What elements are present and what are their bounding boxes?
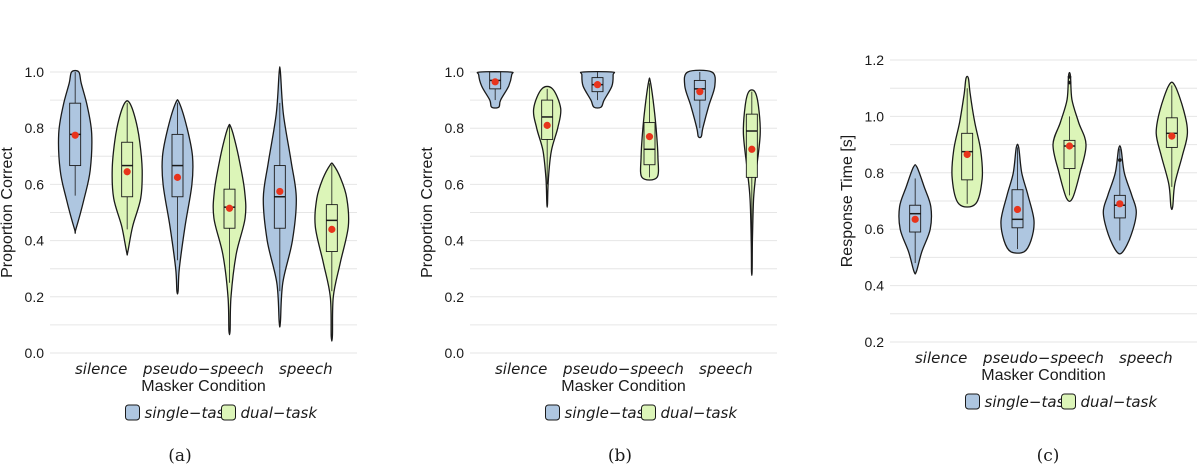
mean-point [225,204,234,212]
y-tick-label: 0.0 [25,345,45,361]
y-tick-label: 1.0 [445,64,465,80]
legend-label: dual−task [661,404,739,422]
y-axis-label: Response Time [s] [839,135,856,268]
x-tick-label: pseudo−speech [982,349,1104,367]
mean-point [328,225,336,233]
legend-label: dual−task [241,404,319,422]
mean-point [1116,200,1124,208]
y-tick-label: 0.8 [865,165,885,181]
iqr-box [643,122,656,166]
x-tick-label: silence [495,360,547,378]
x-tick-label: speech [1119,349,1173,367]
mean-point [748,145,756,153]
mean-point [696,88,704,96]
legend-swatch [1061,393,1076,410]
mean-point [911,215,919,223]
legend-swatch [965,393,980,410]
mean-point [543,121,551,129]
panel-caption: (b) [608,446,632,466]
y-tick-label: 0.8 [25,120,45,136]
x-tick-label: pseudo−speech [142,360,264,378]
legend-label: dual−task [1081,393,1159,411]
x-tick-label: pseudo−speech [562,360,684,378]
x-axis-label: Masker Condition [141,378,266,395]
x-tick-label: silence [75,360,127,378]
y-tick-label: 1.2 [865,52,885,68]
mean-point [645,133,654,141]
mean-point [1065,142,1074,150]
x-tick-label: speech [279,360,333,378]
outlier-point [1118,158,1122,162]
iqr-box [1063,139,1076,170]
y-tick-label: 0.4 [25,233,45,249]
y-tick-label: 0.2 [865,334,885,350]
x-tick-label: speech [699,360,753,378]
y-tick-label: 0.4 [865,278,885,294]
y-tick-label: 0.4 [445,233,465,249]
y-tick-label: 0.2 [25,289,45,305]
panel-caption: (a) [168,446,191,466]
mean-point [593,81,602,89]
y-tick-label: 1.0 [25,64,45,80]
x-tick-label: silence [915,349,967,367]
y-tick-label: 0.2 [445,289,465,305]
legend-label: single−task [145,404,235,422]
y-axis-label: Proportion Correct [0,147,16,278]
chart-panel-1: 0.0 0.2 0.4 0.6 0.8 1.0 Proportion Correct sile… [0,64,357,466]
y-tick-label: 0.6 [445,176,465,192]
x-axis-label: Masker Condition [981,367,1106,384]
mean-point [71,131,79,139]
panel-caption: (c) [1037,446,1060,466]
legend-label: single−task [565,404,655,422]
x-axis-label: Masker Condition [561,378,686,395]
y-tick-label: 1.0 [865,108,885,124]
y-tick-label: 0.8 [445,120,465,136]
legend-swatch [125,404,140,421]
mean-point [123,168,131,176]
mean-point [963,150,971,159]
y-tick-label: 0.6 [865,221,885,237]
mean-point [1013,205,1022,214]
mean-point [491,78,499,86]
legend-swatch [641,404,656,421]
mean-point [173,173,182,181]
mean-point [1168,132,1176,140]
chart-panel-3: 0.2 0.4 0.6 0.8 1.0 1.2 Response Time [s] silen… [839,52,1197,466]
y-tick-label: 0.0 [445,345,465,361]
legend-label: single−task [985,393,1075,411]
mean-point [276,187,284,196]
y-axis-label: Proportion Correct [419,147,436,278]
y-tick-label: 0.6 [25,176,45,192]
iqr-box [541,99,554,140]
chart-panel-2: 0.0 0.2 0.4 0.6 0.8 1.0 Proportion Correct sile… [419,64,777,466]
outlier-point [1067,80,1072,85]
legend-swatch [221,404,236,421]
legend-swatch [545,404,560,421]
outlier-point [1067,75,1072,79]
